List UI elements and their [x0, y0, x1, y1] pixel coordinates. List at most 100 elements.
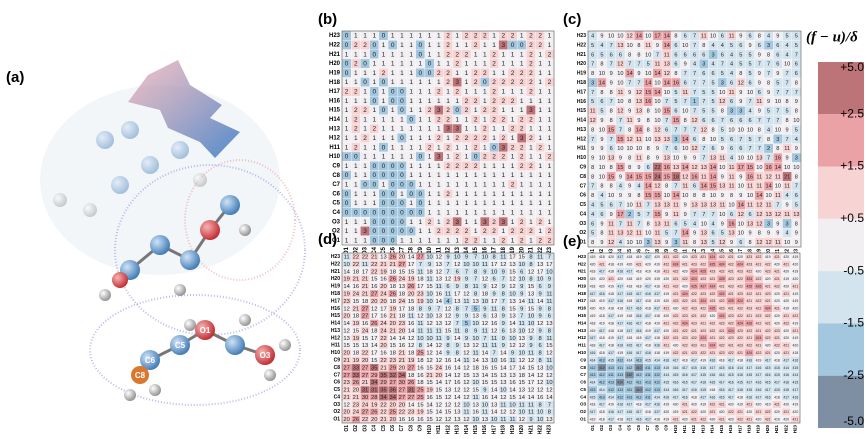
cell-value: 10	[463, 262, 469, 268]
cell-value: 24	[399, 299, 406, 305]
cell-value: 34	[399, 373, 406, 379]
cell-value: 13	[664, 137, 670, 143]
cell-value: 9	[502, 269, 505, 275]
cell-value: 0	[400, 98, 404, 105]
cell-value: 0	[409, 228, 413, 235]
cell-value: 416	[756, 366, 762, 370]
cell-value: 16	[482, 395, 488, 401]
cell-value: 0	[363, 209, 367, 216]
cell-value: 3	[767, 221, 770, 227]
cell-value: 6	[730, 99, 733, 105]
cell-value: 420	[774, 314, 780, 318]
cell-value: 13	[519, 336, 525, 342]
cell-value: 424	[682, 321, 688, 325]
cell-value: 13	[793, 212, 799, 218]
cell-value: 7	[502, 277, 505, 283]
cell-value: 10	[636, 240, 642, 246]
cell-value: 12	[546, 388, 552, 394]
cell-value: 422	[737, 417, 743, 421]
row-label: H20	[578, 276, 587, 281]
cell-value: 9	[739, 90, 742, 96]
cell-value: 1	[538, 172, 542, 179]
cell-value: 1	[428, 191, 432, 198]
cell-value: 10	[519, 328, 525, 334]
cell-value: 415	[728, 373, 734, 377]
cell-value: 1	[501, 70, 505, 77]
cell-value: 16	[537, 395, 543, 401]
cell-value: 12	[765, 174, 771, 180]
col-label: O1	[344, 425, 350, 432]
cell-value: 2	[501, 135, 505, 142]
cell-value: 415	[664, 366, 670, 370]
cell-value: 21	[362, 277, 368, 283]
cell-value: 412	[654, 373, 660, 377]
cell-value: 10	[627, 240, 633, 246]
cell-value: 2	[474, 116, 478, 123]
cell-value: 11	[784, 212, 790, 218]
cell-value: 10	[664, 193, 670, 199]
cell-value: 422	[710, 329, 716, 333]
cell-value: 1	[474, 219, 478, 226]
cell-value: 8	[795, 109, 798, 115]
cell-value: 13	[436, 321, 442, 327]
cell-value: 2	[465, 135, 469, 142]
col-label: H19	[756, 425, 761, 434]
cell-value: 27	[417, 255, 423, 261]
cell-value: 421	[636, 262, 642, 266]
cell-value: 10	[654, 99, 660, 105]
cell-value: 14	[664, 33, 670, 39]
cell-value: 1	[419, 144, 423, 151]
cell-value: 21	[353, 277, 359, 283]
cell-value: 2	[446, 144, 450, 151]
cell-value: 7	[665, 146, 668, 152]
row-label: H11	[577, 146, 586, 152]
col-label: H17	[491, 425, 497, 434]
cell-value: 420	[719, 410, 725, 414]
cell-value: 2	[511, 126, 515, 133]
cell-value: 1	[465, 42, 469, 49]
cell-value: 416	[673, 388, 679, 392]
cell-value: 27	[362, 306, 368, 312]
cell-value: 2	[520, 154, 524, 161]
cell-value: 14	[491, 395, 498, 401]
cell-value: 13	[436, 277, 442, 283]
cell-value: 1	[428, 163, 432, 170]
cell-value: 9	[684, 203, 687, 209]
cell-value: 1	[372, 61, 376, 68]
atom-label: C5	[175, 341, 186, 350]
cell-value: 9	[539, 291, 542, 297]
cell-value: 27	[362, 365, 368, 371]
cell-value: 421	[756, 344, 762, 348]
row-label: C9	[332, 163, 340, 169]
cell-value: 17	[417, 284, 423, 290]
cell-value: 11	[473, 351, 479, 357]
cell-value: 10	[599, 165, 605, 171]
cell-value: 16	[775, 156, 781, 162]
cell-value: 2	[474, 163, 478, 170]
cell-value: 14	[436, 380, 443, 386]
cell-value: 1	[474, 88, 478, 95]
cell-value: 0	[428, 70, 432, 77]
cell-value: 1	[538, 200, 542, 207]
cell-value: 15	[491, 380, 497, 386]
cell-value: 12	[454, 373, 460, 379]
cell-value: 12	[528, 269, 534, 275]
cell-value: 424	[737, 299, 743, 303]
cell-value: 9	[786, 203, 789, 209]
cell-value: 8	[591, 174, 594, 180]
cell-value: 1	[492, 135, 496, 142]
cell-value: 21	[784, 174, 790, 180]
cell-value: 1	[455, 70, 459, 77]
cell-value: 422	[765, 336, 771, 340]
cell-value: 1	[409, 61, 413, 68]
cell-value: 8	[591, 71, 594, 77]
cell-value: 1	[363, 51, 367, 58]
cell-value: 13	[491, 314, 497, 320]
cell-value: 11	[427, 277, 433, 283]
cell-value: 14	[519, 299, 526, 305]
col-label: H21	[528, 425, 534, 434]
cell-value: 10	[617, 71, 623, 77]
cell-value: 2	[437, 88, 441, 95]
cell-value: 7	[647, 212, 650, 218]
cell-value: 1	[455, 144, 459, 151]
